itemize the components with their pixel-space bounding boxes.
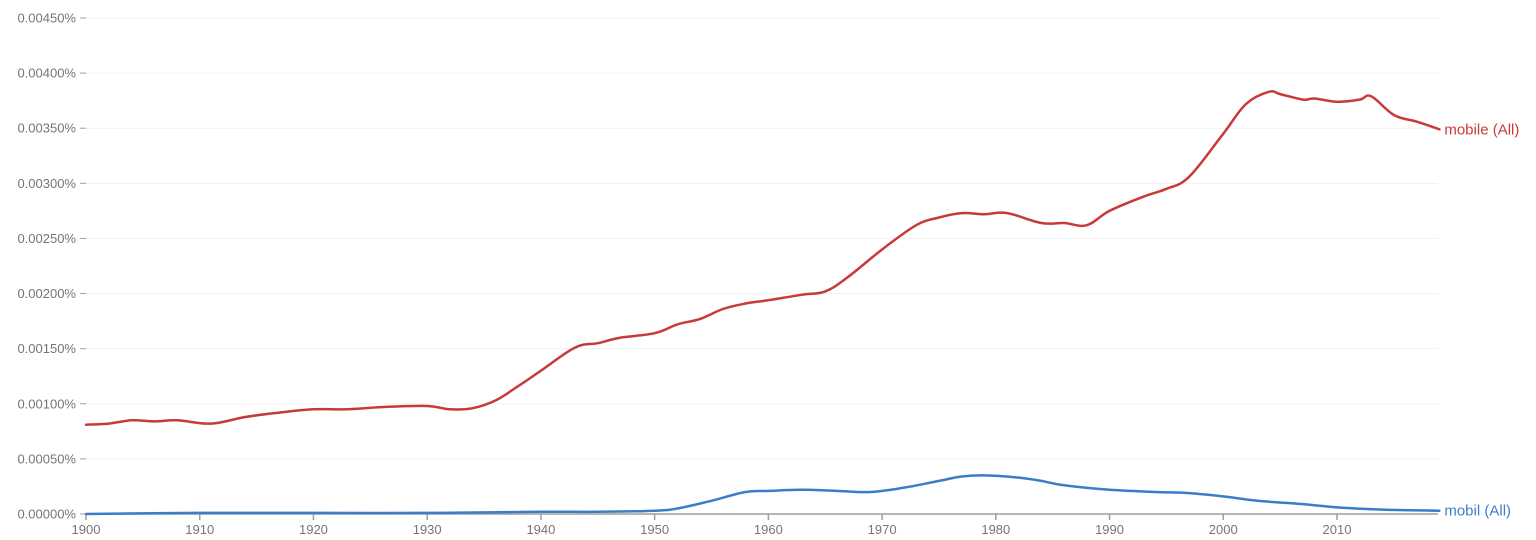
y-tick-label: 0.00000% <box>17 507 76 522</box>
x-tick-label: 2000 <box>1209 522 1238 537</box>
series-label-mobile[interactable]: mobile (All) <box>1444 121 1519 138</box>
x-tick-label: 1930 <box>413 522 442 537</box>
y-tick-label: 0.00050% <box>17 451 76 466</box>
x-tick-label: 1950 <box>640 522 669 537</box>
x-tick-label: 1990 <box>1095 522 1124 537</box>
x-tick-label: 1910 <box>185 522 214 537</box>
series-lines <box>84 89 1441 516</box>
x-tick-label: 1970 <box>868 522 897 537</box>
y-tick-label: 0.00100% <box>17 396 76 411</box>
x-tick-label: 1980 <box>981 522 1010 537</box>
x-axis: 1900 1910 1920 1930 1940 1950 1960 1970 1980 1990… <box>72 513 1438 537</box>
y-tick-label: 0.00150% <box>17 341 76 356</box>
gridlines <box>86 17 1438 460</box>
y-tick-label: 0.00450% <box>17 11 76 26</box>
y-tick-label: 0.00200% <box>17 286 76 301</box>
y-tick-label: 0.00300% <box>17 176 76 191</box>
x-tick-label: 1960 <box>754 522 783 537</box>
series-line-mobil[interactable] <box>84 474 1441 516</box>
x-tick-label: 1920 <box>299 522 328 537</box>
x-tick-label: 2010 <box>1323 522 1352 537</box>
series-labels: mobile (All) mobil (All) <box>1444 121 1519 519</box>
series-line-mobile[interactable] <box>84 89 1441 426</box>
x-tick-label: 1900 <box>72 522 101 537</box>
y-tick-label: 0.00250% <box>17 231 76 246</box>
series-label-mobil[interactable]: mobil (All) <box>1444 503 1511 520</box>
y-axis: 0.00000% 0.00050% 0.00100% 0.00150% 0.00200%… <box>17 11 86 522</box>
x-tick-label: 1940 <box>526 522 555 537</box>
y-tick-label: 0.00400% <box>17 66 76 81</box>
y-tick-label: 0.00350% <box>17 121 76 136</box>
